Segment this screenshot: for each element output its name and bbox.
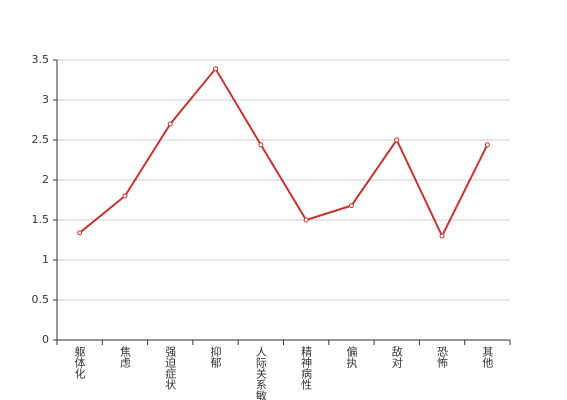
x-tick-label: 其他 xyxy=(481,346,494,368)
x-tick-label: 恐怖 xyxy=(436,346,449,368)
y-tick-label: 0.5 xyxy=(32,293,50,306)
x-tick-label: 精神病性 xyxy=(300,346,313,391)
y-tick-label: 1.5 xyxy=(32,213,50,226)
x-tick-label: 躯体化 xyxy=(73,346,86,380)
y-tick-label: 1 xyxy=(42,253,49,266)
point xyxy=(258,142,264,148)
point xyxy=(77,230,83,236)
point xyxy=(167,121,173,127)
x-tick-label: 偏执 xyxy=(345,345,358,369)
point xyxy=(303,217,309,223)
point xyxy=(122,193,128,199)
point xyxy=(348,203,354,209)
x-tick-label: 敌对 xyxy=(390,345,403,368)
y-tick-label: 2 xyxy=(42,173,49,186)
point xyxy=(439,233,445,239)
y-tick-label: 2.5 xyxy=(32,133,50,146)
point xyxy=(484,142,490,148)
y-tick-label: 0 xyxy=(42,333,49,346)
point xyxy=(394,137,400,143)
x-tick-label: 人际关系敏感 xyxy=(254,346,267,400)
y-tick-label: 3 xyxy=(42,93,49,106)
line xyxy=(79,67,489,239)
y-tick-label: 3.5 xyxy=(32,53,50,66)
point xyxy=(213,66,219,72)
x-tick-label: 焦虑 xyxy=(118,346,131,368)
x-tick-label: 抑郁 xyxy=(209,345,222,368)
x-tick-label: 强迫症状 xyxy=(164,346,177,390)
